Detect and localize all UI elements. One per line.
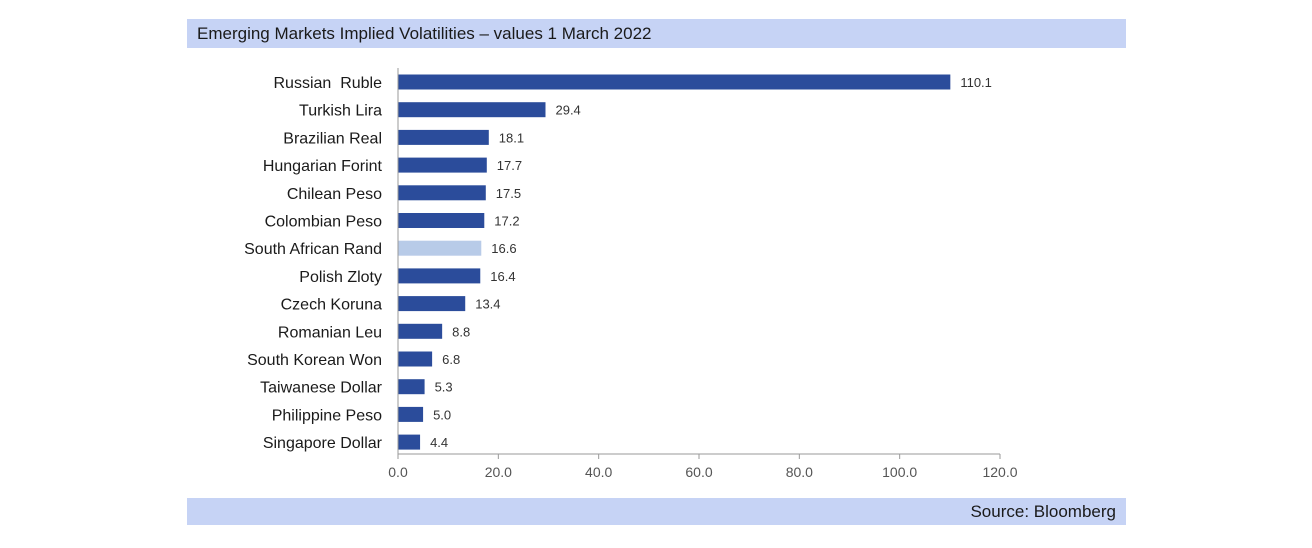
value-label-romanian-leu: 8.8 [452, 324, 470, 339]
category-label-czech-koruna: Czech Koruna [281, 297, 382, 314]
source-note: Source: Bloomberg [187, 498, 1126, 525]
chart-title: Emerging Markets Implied Volatilities – … [187, 19, 1126, 48]
value-label-czech-koruna: 13.4 [475, 297, 500, 312]
bar-romanian-leu [398, 323, 443, 339]
x-axis: 0.0 20.0 40.0 60.0 80.0 100.0 120.0 [388, 68, 1018, 480]
category-label-hungarian-forint: Hungarian Forint [263, 158, 383, 175]
value-label-brazilian-real: 18.1 [499, 130, 524, 145]
value-label-chilean-peso: 17.5 [496, 186, 521, 201]
bar-turkish-lira [398, 102, 546, 118]
value-label-south-african-rand: 16.6 [491, 241, 516, 256]
category-label-south-korean-won: South Korean Won [247, 352, 382, 369]
category-label-chilean-peso: Chilean Peso [287, 186, 382, 203]
value-labels: 110.1 29.4 18.1 17.7 17.5 17.2 16.6 16.4 13.4 8.8… [430, 75, 992, 450]
value-label-south-korean-won: 6.8 [442, 352, 460, 367]
category-label-singapore-dollar: Singapore Dollar [263, 435, 383, 452]
bar-south-african-rand [398, 240, 482, 256]
bar-taiwanese-dollar [398, 379, 425, 395]
x-tick-label: 80.0 [786, 464, 813, 480]
bar-brazilian-real [398, 129, 489, 145]
x-tick-label: 100.0 [882, 464, 917, 480]
category-labels: Russian Ruble Turkish Lira Brazilian Real H… [244, 75, 383, 452]
value-label-philippine-peso: 5.0 [433, 407, 451, 422]
category-label-turkish-lira: Turkish Lira [299, 103, 382, 120]
bar-chilean-peso [398, 185, 486, 201]
category-label-brazilian-real: Brazilian Real [283, 130, 382, 147]
x-tick-label: 120.0 [982, 464, 1017, 480]
value-label-hungarian-forint: 17.7 [497, 158, 522, 173]
x-tick-label: 40.0 [585, 464, 612, 480]
bar-hungarian-forint [398, 157, 487, 173]
category-label-russian-ruble: Russian Ruble [274, 75, 383, 92]
category-label-romanian-leu: Romanian Leu [278, 324, 382, 341]
value-label-turkish-lira: 29.4 [555, 103, 580, 118]
bar-south-korean-won [398, 351, 433, 367]
value-label-russian-ruble: 110.1 [960, 75, 992, 90]
bar-russian-ruble [398, 74, 951, 90]
value-label-taiwanese-dollar: 5.3 [435, 380, 453, 395]
category-label-taiwanese-dollar: Taiwanese Dollar [260, 380, 383, 397]
value-label-colombian-peso: 17.2 [494, 214, 519, 229]
bars-group [398, 74, 951, 450]
category-label-polish-zloty: Polish Zloty [299, 269, 382, 286]
category-label-south-african-rand: South African Rand [244, 241, 382, 258]
bar-singapore-dollar [398, 434, 421, 450]
bar-colombian-peso [398, 213, 485, 228]
value-label-singapore-dollar: 4.4 [430, 435, 448, 450]
bar-czech-koruna [398, 296, 466, 312]
value-label-polish-zloty: 16.4 [490, 269, 515, 284]
x-tick-label: 60.0 [685, 464, 712, 480]
category-label-colombian-peso: Colombian Peso [265, 214, 383, 231]
x-tick-label: 20.0 [485, 464, 512, 480]
category-label-philippine-peso: Philippine Peso [272, 407, 382, 424]
bar-polish-zloty [398, 268, 481, 284]
x-tick-label: 0.0 [388, 464, 408, 480]
bar-philippine-peso [398, 406, 424, 422]
